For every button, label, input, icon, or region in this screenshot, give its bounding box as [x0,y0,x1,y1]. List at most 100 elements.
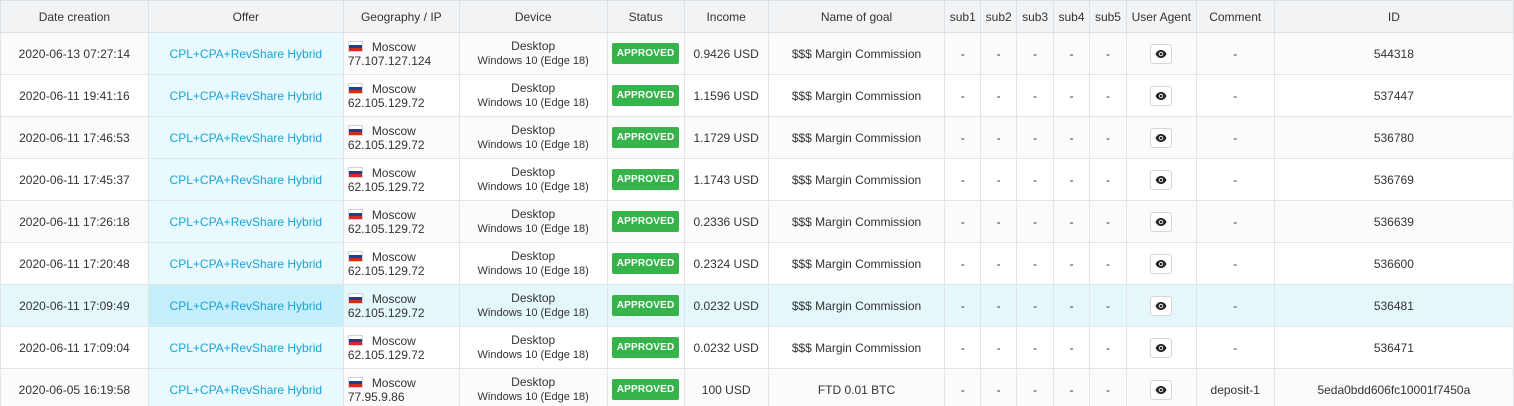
city-label: Moscow [371,165,416,180]
header-user-agent[interactable]: User Agent [1125,0,1197,33]
sub2-cell: - [980,158,1018,201]
geography-cell: Moscow 62.105.129.72 [342,326,460,369]
goal-cell: FTD 0.01 BTC [767,368,946,406]
view-user-agent-button[interactable] [1150,169,1173,190]
header-device[interactable]: Device [458,0,608,33]
offer-link[interactable]: CPL+CPA+RevShare Hybrid [169,382,323,397]
comment-cell: - [1195,74,1275,117]
device-type: Desktop [511,38,556,53]
device-cell: Desktop Windows 10 (Edge 18) [458,32,608,75]
sub1-cell: - [944,158,982,201]
offer-link[interactable]: CPL+CPA+RevShare Hybrid [169,214,323,229]
device-type: Desktop [511,122,556,137]
goal-cell: $$$ Margin Commission [767,326,946,369]
russia-flag-icon [347,377,363,388]
user-agent-cell [1125,368,1197,406]
sub3-cell: - [1016,284,1055,327]
view-user-agent-button[interactable] [1150,253,1173,274]
sub3-cell: - [1016,116,1055,159]
view-user-agent-button[interactable] [1150,211,1173,232]
offer-cell: CPL+CPA+RevShare Hybrid [147,32,344,75]
ip-address: 62.105.129.72 [347,305,425,320]
table-row[interactable]: 2020-06-11 19:41:16 CPL+CPA+RevShare Hyb… [0,74,1514,117]
id-cell: 536769 [1273,158,1514,201]
status-cell: APPROVED [606,116,685,159]
header-offer[interactable]: Offer [147,0,344,33]
device-os: Windows 10 (Edge 18) [477,54,589,67]
offer-link[interactable]: CPL+CPA+RevShare Hybrid [169,130,323,145]
geography-cell: Moscow 62.105.129.72 [342,242,460,285]
sub3-cell: - [1016,242,1055,285]
ip-address: 62.105.129.72 [347,263,425,278]
city-label: Moscow [371,81,416,96]
offer-link[interactable]: CPL+CPA+RevShare Hybrid [169,256,323,271]
table-row[interactable]: 2020-06-11 17:20:48 CPL+CPA+RevShare Hyb… [0,242,1514,285]
offer-link[interactable]: CPL+CPA+RevShare Hybrid [169,46,323,61]
sub4-cell: - [1053,242,1090,285]
sub2-cell: - [980,32,1018,75]
offer-cell: CPL+CPA+RevShare Hybrid [147,242,344,285]
device-type: Desktop [511,332,556,347]
eye-icon [1155,175,1167,184]
offer-cell: CPL+CPA+RevShare Hybrid [147,158,344,201]
view-user-agent-button[interactable] [1150,337,1173,358]
header-geography-ip[interactable]: Geography / IP [342,0,460,33]
header-sub2[interactable]: sub2 [980,0,1018,33]
view-user-agent-button[interactable] [1150,295,1173,316]
header-sub3[interactable]: sub3 [1016,0,1055,33]
offer-link[interactable]: CPL+CPA+RevShare Hybrid [169,88,323,103]
sub3-cell: - [1016,32,1055,75]
table-row[interactable]: 2020-06-11 17:26:18 CPL+CPA+RevShare Hyb… [0,200,1514,243]
header-sub1[interactable]: sub1 [944,0,982,33]
sub4-cell: - [1053,284,1090,327]
header-sub4[interactable]: sub4 [1053,0,1090,33]
view-user-agent-button[interactable] [1150,85,1173,106]
income-cell: 0.2324 USD [683,242,769,285]
header-comment[interactable]: Comment [1195,0,1275,33]
header-income[interactable]: Income [683,0,769,33]
sub4-cell: - [1053,116,1090,159]
table-row[interactable]: 2020-06-13 07:27:14 CPL+CPA+RevShare Hyb… [0,32,1514,75]
eye-icon [1155,133,1167,142]
sub2-cell: - [980,200,1018,243]
goal-cell: $$$ Margin Commission [767,242,946,285]
table-row[interactable]: 2020-06-11 17:09:49 CPL+CPA+RevShare Hyb… [0,284,1514,327]
user-agent-cell [1125,326,1197,369]
status-badge: APPROVED [611,253,680,274]
user-agent-cell [1125,284,1197,327]
offer-link[interactable]: CPL+CPA+RevShare Hybrid [169,172,323,187]
russia-flag-icon [347,83,363,94]
sub2-cell: - [980,368,1018,406]
sub5-cell: - [1088,242,1127,285]
header-id[interactable]: ID [1273,0,1514,33]
table-row[interactable]: 2020-06-11 17:46:53 CPL+CPA+RevShare Hyb… [0,116,1514,159]
header-name-of-goal[interactable]: Name of goal [767,0,946,33]
income-cell: 0.0232 USD [683,326,769,369]
offer-link[interactable]: CPL+CPA+RevShare Hybrid [169,340,323,355]
russia-flag-icon [347,167,363,178]
date-cell: 2020-06-11 17:45:37 [0,158,149,201]
table-row[interactable]: 2020-06-05 16:19:58 CPL+CPA+RevShare Hyb… [0,368,1514,406]
table-row[interactable]: 2020-06-11 17:45:37 CPL+CPA+RevShare Hyb… [0,158,1514,201]
comment-cell: - [1195,242,1275,285]
sub4-cell: - [1053,74,1090,117]
id-cell: 536639 [1273,200,1514,243]
sub5-cell: - [1088,284,1127,327]
sub2-cell: - [980,74,1018,117]
view-user-agent-button[interactable] [1150,43,1173,64]
device-type: Desktop [511,374,556,389]
goal-cell: $$$ Margin Commission [767,116,946,159]
header-date-creation[interactable]: Date creation [0,0,149,33]
table-row[interactable]: 2020-06-11 17:09:04 CPL+CPA+RevShare Hyb… [0,326,1514,369]
sub5-cell: - [1088,74,1127,117]
offer-cell: CPL+CPA+RevShare Hybrid [147,284,344,327]
header-sub5[interactable]: sub5 [1088,0,1127,33]
offer-link[interactable]: CPL+CPA+RevShare Hybrid [169,298,323,313]
view-user-agent-button[interactable] [1150,379,1173,400]
header-status[interactable]: Status [606,0,685,33]
sub5-cell: - [1088,116,1127,159]
offer-cell: CPL+CPA+RevShare Hybrid [147,326,344,369]
income-cell: 0.0232 USD [683,284,769,327]
sub1-cell: - [944,32,982,75]
view-user-agent-button[interactable] [1150,127,1173,148]
